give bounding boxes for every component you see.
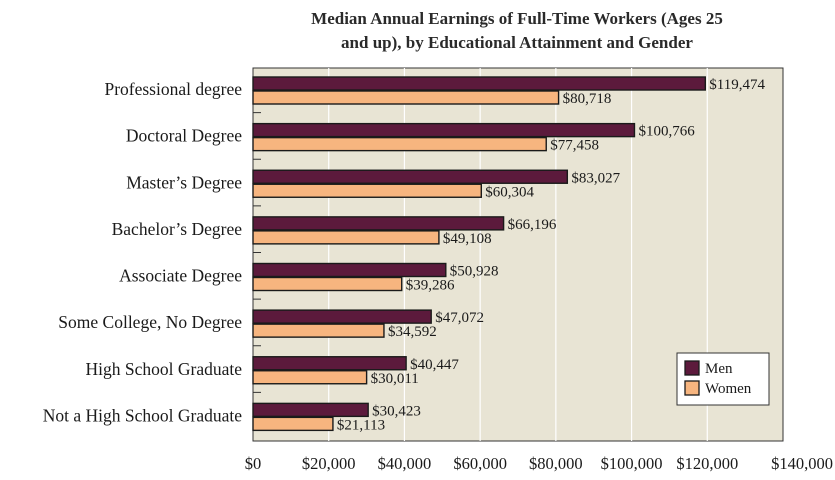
data-label-women: $21,113	[337, 417, 385, 433]
category-label: Not a High School Graduate	[43, 405, 242, 425]
bar-men	[252, 402, 369, 418]
bar-women	[252, 183, 482, 198]
legend-label-women: Women	[705, 381, 752, 397]
bar-men	[252, 262, 447, 278]
legend-label-men: Men	[705, 361, 733, 377]
legend: Men Women	[676, 352, 770, 406]
data-label-women: $60,304	[485, 184, 534, 200]
chart-title-line-1: Median Annual Earnings of Full-Time Work…	[311, 9, 723, 28]
x-tick-label: $60,000	[453, 454, 507, 473]
x-axis-ticks: $0 $20,000 $40,000 $60,000 $80,000 $100,000 $1…	[245, 454, 833, 473]
bar-women	[252, 276, 403, 292]
legend-swatch-women	[684, 380, 700, 396]
x-tick-label: $140,000	[771, 454, 833, 473]
category-label: Some College, No Degree	[58, 312, 242, 332]
bar-men	[252, 122, 636, 138]
category-labels: Professional degree Doctoral Degree Master…	[43, 79, 242, 425]
x-tick-label: $120,000	[676, 454, 738, 473]
data-label-men: $40,447	[410, 357, 459, 373]
category-label: Doctoral Degree	[126, 126, 242, 146]
bar-men	[252, 169, 569, 184]
x-tick-label: $80,000	[529, 454, 583, 473]
category-label: Master’s Degree	[126, 172, 242, 192]
bar-men	[252, 216, 505, 231]
category-label: High School Graduate	[86, 359, 243, 379]
bar-women	[252, 90, 560, 105]
bar-women	[252, 416, 334, 432]
data-label-women: $30,011	[371, 371, 419, 387]
category-label: Professional degree	[104, 79, 242, 99]
data-label-men: $50,928	[450, 264, 499, 280]
x-tick-label: $0	[245, 454, 262, 473]
data-label-men: $47,072	[435, 310, 484, 326]
data-label-women: $49,108	[443, 231, 492, 247]
bar-men	[252, 76, 706, 91]
bar-women	[252, 230, 440, 245]
data-label-men: $30,423	[372, 403, 421, 419]
category-label: Bachelor’s Degree	[112, 219, 243, 239]
x-tick-label: $100,000	[601, 454, 663, 473]
data-label-women: $77,458	[550, 138, 599, 154]
bar-women	[252, 370, 368, 385]
bar-men	[252, 356, 407, 371]
bar-men	[252, 309, 432, 324]
legend-swatch-men	[684, 360, 700, 376]
x-tick-label: $20,000	[302, 454, 356, 473]
data-label-men: $83,027	[571, 170, 620, 186]
bars: $119,474 $80,718 $100,766 $77,458 $83,027 $60…	[252, 76, 765, 433]
data-label-women: $80,718	[563, 91, 612, 107]
data-label-women: $34,592	[388, 324, 437, 340]
x-tick-label: $40,000	[378, 454, 432, 473]
category-label: Associate Degree	[119, 266, 242, 286]
data-label-men: $100,766	[638, 124, 695, 140]
bar-women	[252, 136, 547, 152]
data-label-women: $39,286	[406, 278, 455, 294]
data-label-men: $119,474	[709, 77, 765, 93]
bar-women	[252, 323, 385, 338]
data-label-men: $66,196	[508, 217, 557, 233]
chart-title-line-2: and up), by Educational Attainment and G…	[341, 33, 693, 52]
